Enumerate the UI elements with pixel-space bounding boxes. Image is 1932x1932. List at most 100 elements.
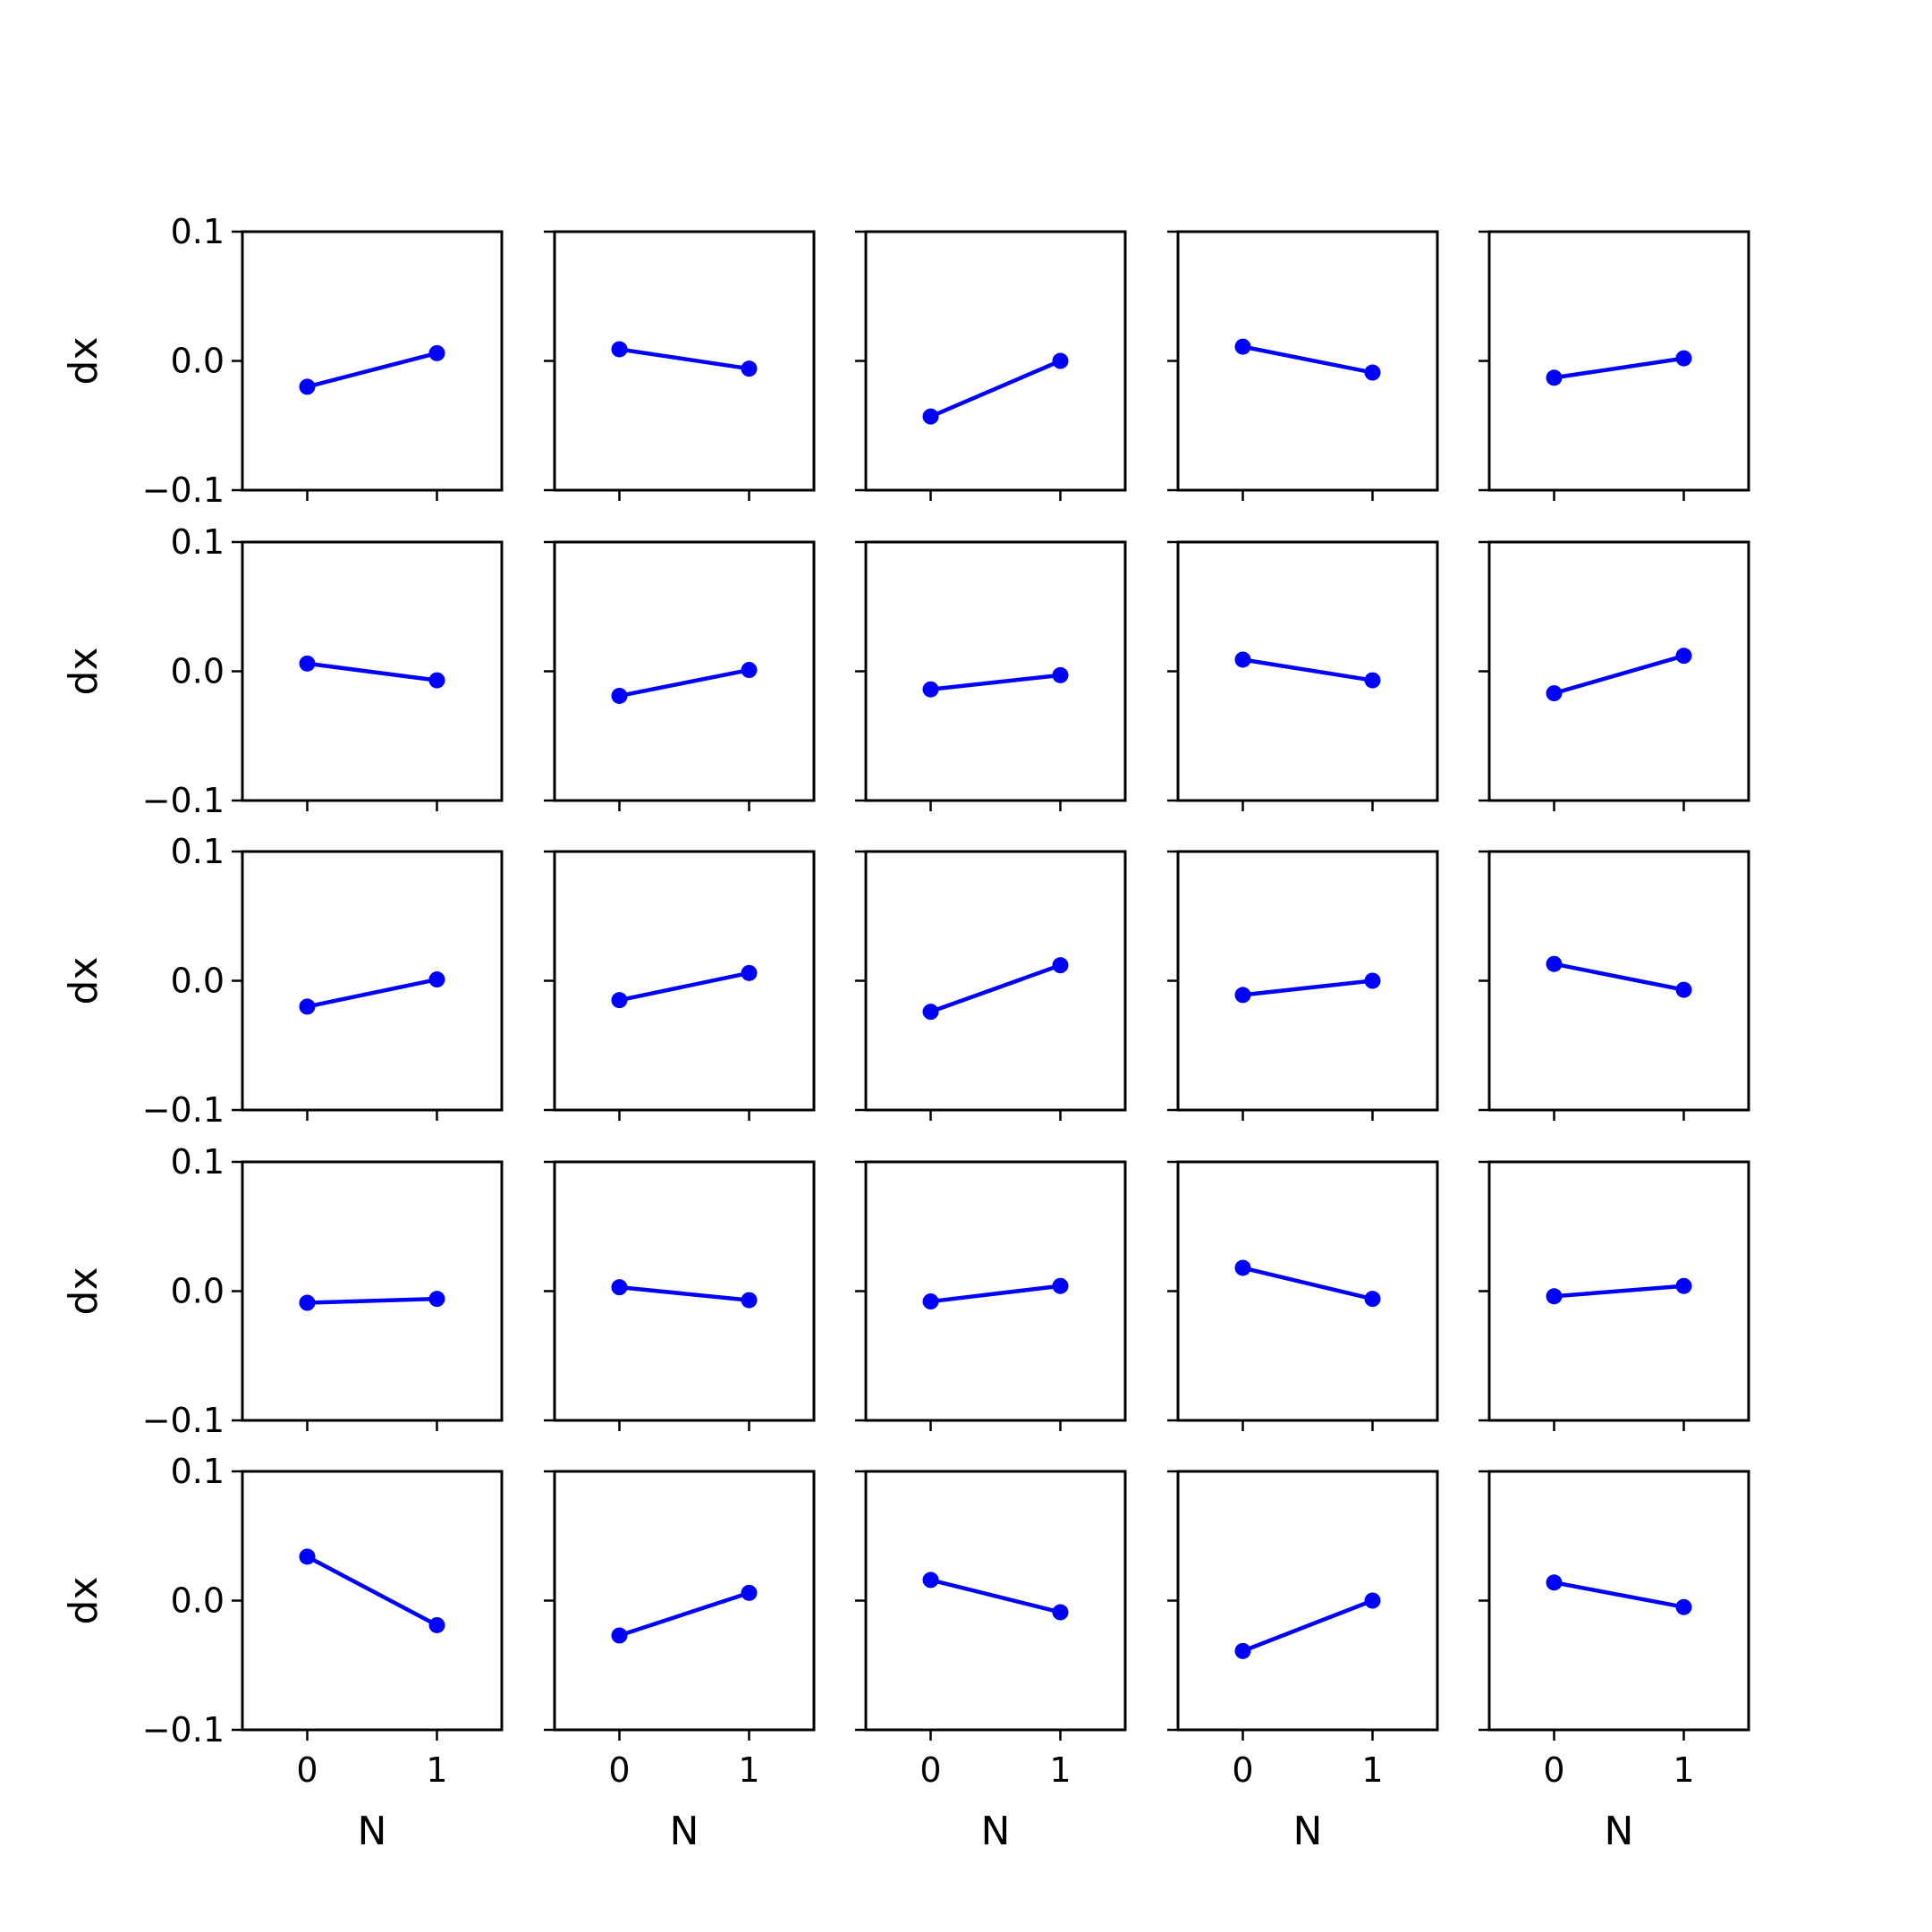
data-point-1: [428, 1291, 445, 1308]
data-point-1: [1364, 1592, 1381, 1609]
data-point-0: [922, 1004, 939, 1021]
data-point-0: [1234, 1259, 1251, 1276]
axes-frame: [241, 1470, 504, 1732]
data-point-0: [611, 1627, 628, 1644]
subplot-r2-c4: [1479, 850, 1750, 1121]
series-line: [1241, 1266, 1375, 1301]
axes-frame: [864, 230, 1127, 492]
series-line: [1552, 356, 1686, 380]
data-point-1: [741, 662, 758, 679]
data-point-0: [299, 998, 316, 1015]
x-tick-label: 0: [608, 1750, 630, 1790]
axes-frame: [1176, 1160, 1439, 1422]
y-axis-label: dx: [61, 1267, 106, 1316]
subplot-r3-c0: 0.1 0.0 −0.1 dx: [61, 1142, 504, 1440]
data-point-1: [428, 672, 445, 689]
series-line: [1552, 962, 1686, 992]
subplot-r3-c4: [1479, 1160, 1750, 1431]
series-line: [617, 970, 751, 1003]
series-line: [1552, 1284, 1686, 1299]
data-point-1: [1675, 1277, 1692, 1294]
axes-frame: [1487, 540, 1750, 802]
series-line: [1241, 657, 1375, 682]
y-tick-label: 0.0: [171, 962, 225, 1001]
y-axis-label: dx: [61, 648, 106, 696]
panels-layer: 0.10.0−0.1dx0.10.0−0.1dx0.10.0−0.1dx0.10…: [61, 212, 1750, 1854]
data-point-0: [611, 1279, 628, 1296]
y-axis-label: dx: [61, 337, 106, 386]
axes-frame: [1176, 1470, 1439, 1732]
subplot-r2-c3: [1167, 850, 1439, 1121]
y-tick-label: 0.1: [171, 1142, 225, 1182]
data-point-1: [1675, 350, 1692, 367]
subplot-r0-c1: [544, 230, 816, 501]
data-point-1: [1364, 672, 1381, 689]
data-point-0: [922, 1293, 939, 1310]
axes-frame: [864, 850, 1127, 1112]
y-axis-label: dx: [61, 957, 106, 1005]
data-point-1: [741, 360, 758, 377]
axes-frame: [241, 1160, 504, 1422]
axes-frame: [1176, 850, 1439, 1112]
subplot-r4-c4: 0 1N: [1479, 1470, 1750, 1854]
series-line: [617, 1284, 751, 1302]
data-point-0: [1234, 338, 1251, 355]
subplot-r4-c1: 0 1N: [544, 1470, 816, 1854]
series-line: [1241, 1598, 1375, 1654]
data-point-0: [611, 341, 628, 358]
data-point-1: [428, 971, 445, 988]
axes-frame: [864, 1470, 1127, 1732]
data-point-0: [611, 992, 628, 1009]
axes-frame: [553, 1160, 816, 1422]
series-line: [1241, 979, 1375, 997]
data-point-0: [611, 687, 628, 704]
subplot-r1-c2: [855, 540, 1127, 811]
subplot-r0-c0: 0.1 0.0 −0.1 dx: [61, 212, 504, 510]
axes-frame: [241, 850, 504, 1112]
axes-frame: [553, 1470, 816, 1732]
y-tick-label: −0.1: [142, 470, 225, 510]
data-point-0: [1234, 987, 1251, 1004]
data-point-0: [1546, 369, 1563, 386]
y-tick-label: 0.0: [171, 1272, 225, 1311]
series-line: [1552, 653, 1686, 696]
y-tick-label: −0.1: [142, 781, 225, 820]
series-line: [305, 1555, 439, 1628]
x-axis-label: N: [981, 1809, 1011, 1854]
y-tick-label: 0.1: [171, 212, 225, 251]
x-tick-label: 1: [426, 1750, 447, 1790]
data-point-0: [922, 681, 939, 698]
y-tick-label: −0.1: [142, 1710, 225, 1750]
subplot-r1-c3: [1167, 540, 1439, 811]
data-point-1: [741, 1292, 758, 1309]
series-line: [1552, 1580, 1686, 1609]
data-point-1: [1052, 352, 1069, 369]
subplot-r3-c3: [1167, 1160, 1439, 1431]
series-line: [305, 661, 439, 682]
y-tick-label: 0.0: [171, 1581, 225, 1621]
data-point-1: [741, 1584, 758, 1601]
data-point-0: [1546, 685, 1563, 702]
series-line: [305, 1296, 439, 1305]
x-tick-label: 0: [919, 1750, 941, 1790]
data-point-0: [299, 1294, 316, 1311]
y-tick-label: 0.1: [171, 522, 225, 562]
subplot-r0-c3: [1167, 230, 1439, 501]
data-point-0: [1546, 955, 1563, 972]
data-point-0: [1546, 1574, 1563, 1591]
x-axis-label: N: [358, 1809, 387, 1854]
series-line: [617, 667, 751, 699]
x-tick-label: 1: [1049, 1750, 1071, 1790]
subplot-r2-c0: 0.1 0.0 −0.1 dx: [61, 832, 504, 1130]
y-tick-label: −0.1: [142, 1090, 225, 1130]
series-line: [928, 1284, 1063, 1304]
data-point-0: [1234, 1642, 1251, 1659]
subplot-r3-c1: [544, 1160, 816, 1431]
series-line: [305, 351, 439, 389]
data-point-0: [299, 378, 316, 395]
x-axis-label: N: [1293, 1809, 1323, 1854]
subplot-r4-c3: 0 1N: [1167, 1470, 1439, 1854]
x-tick-label: 1: [1361, 1750, 1383, 1790]
subplot-r1-c4: [1479, 540, 1750, 811]
